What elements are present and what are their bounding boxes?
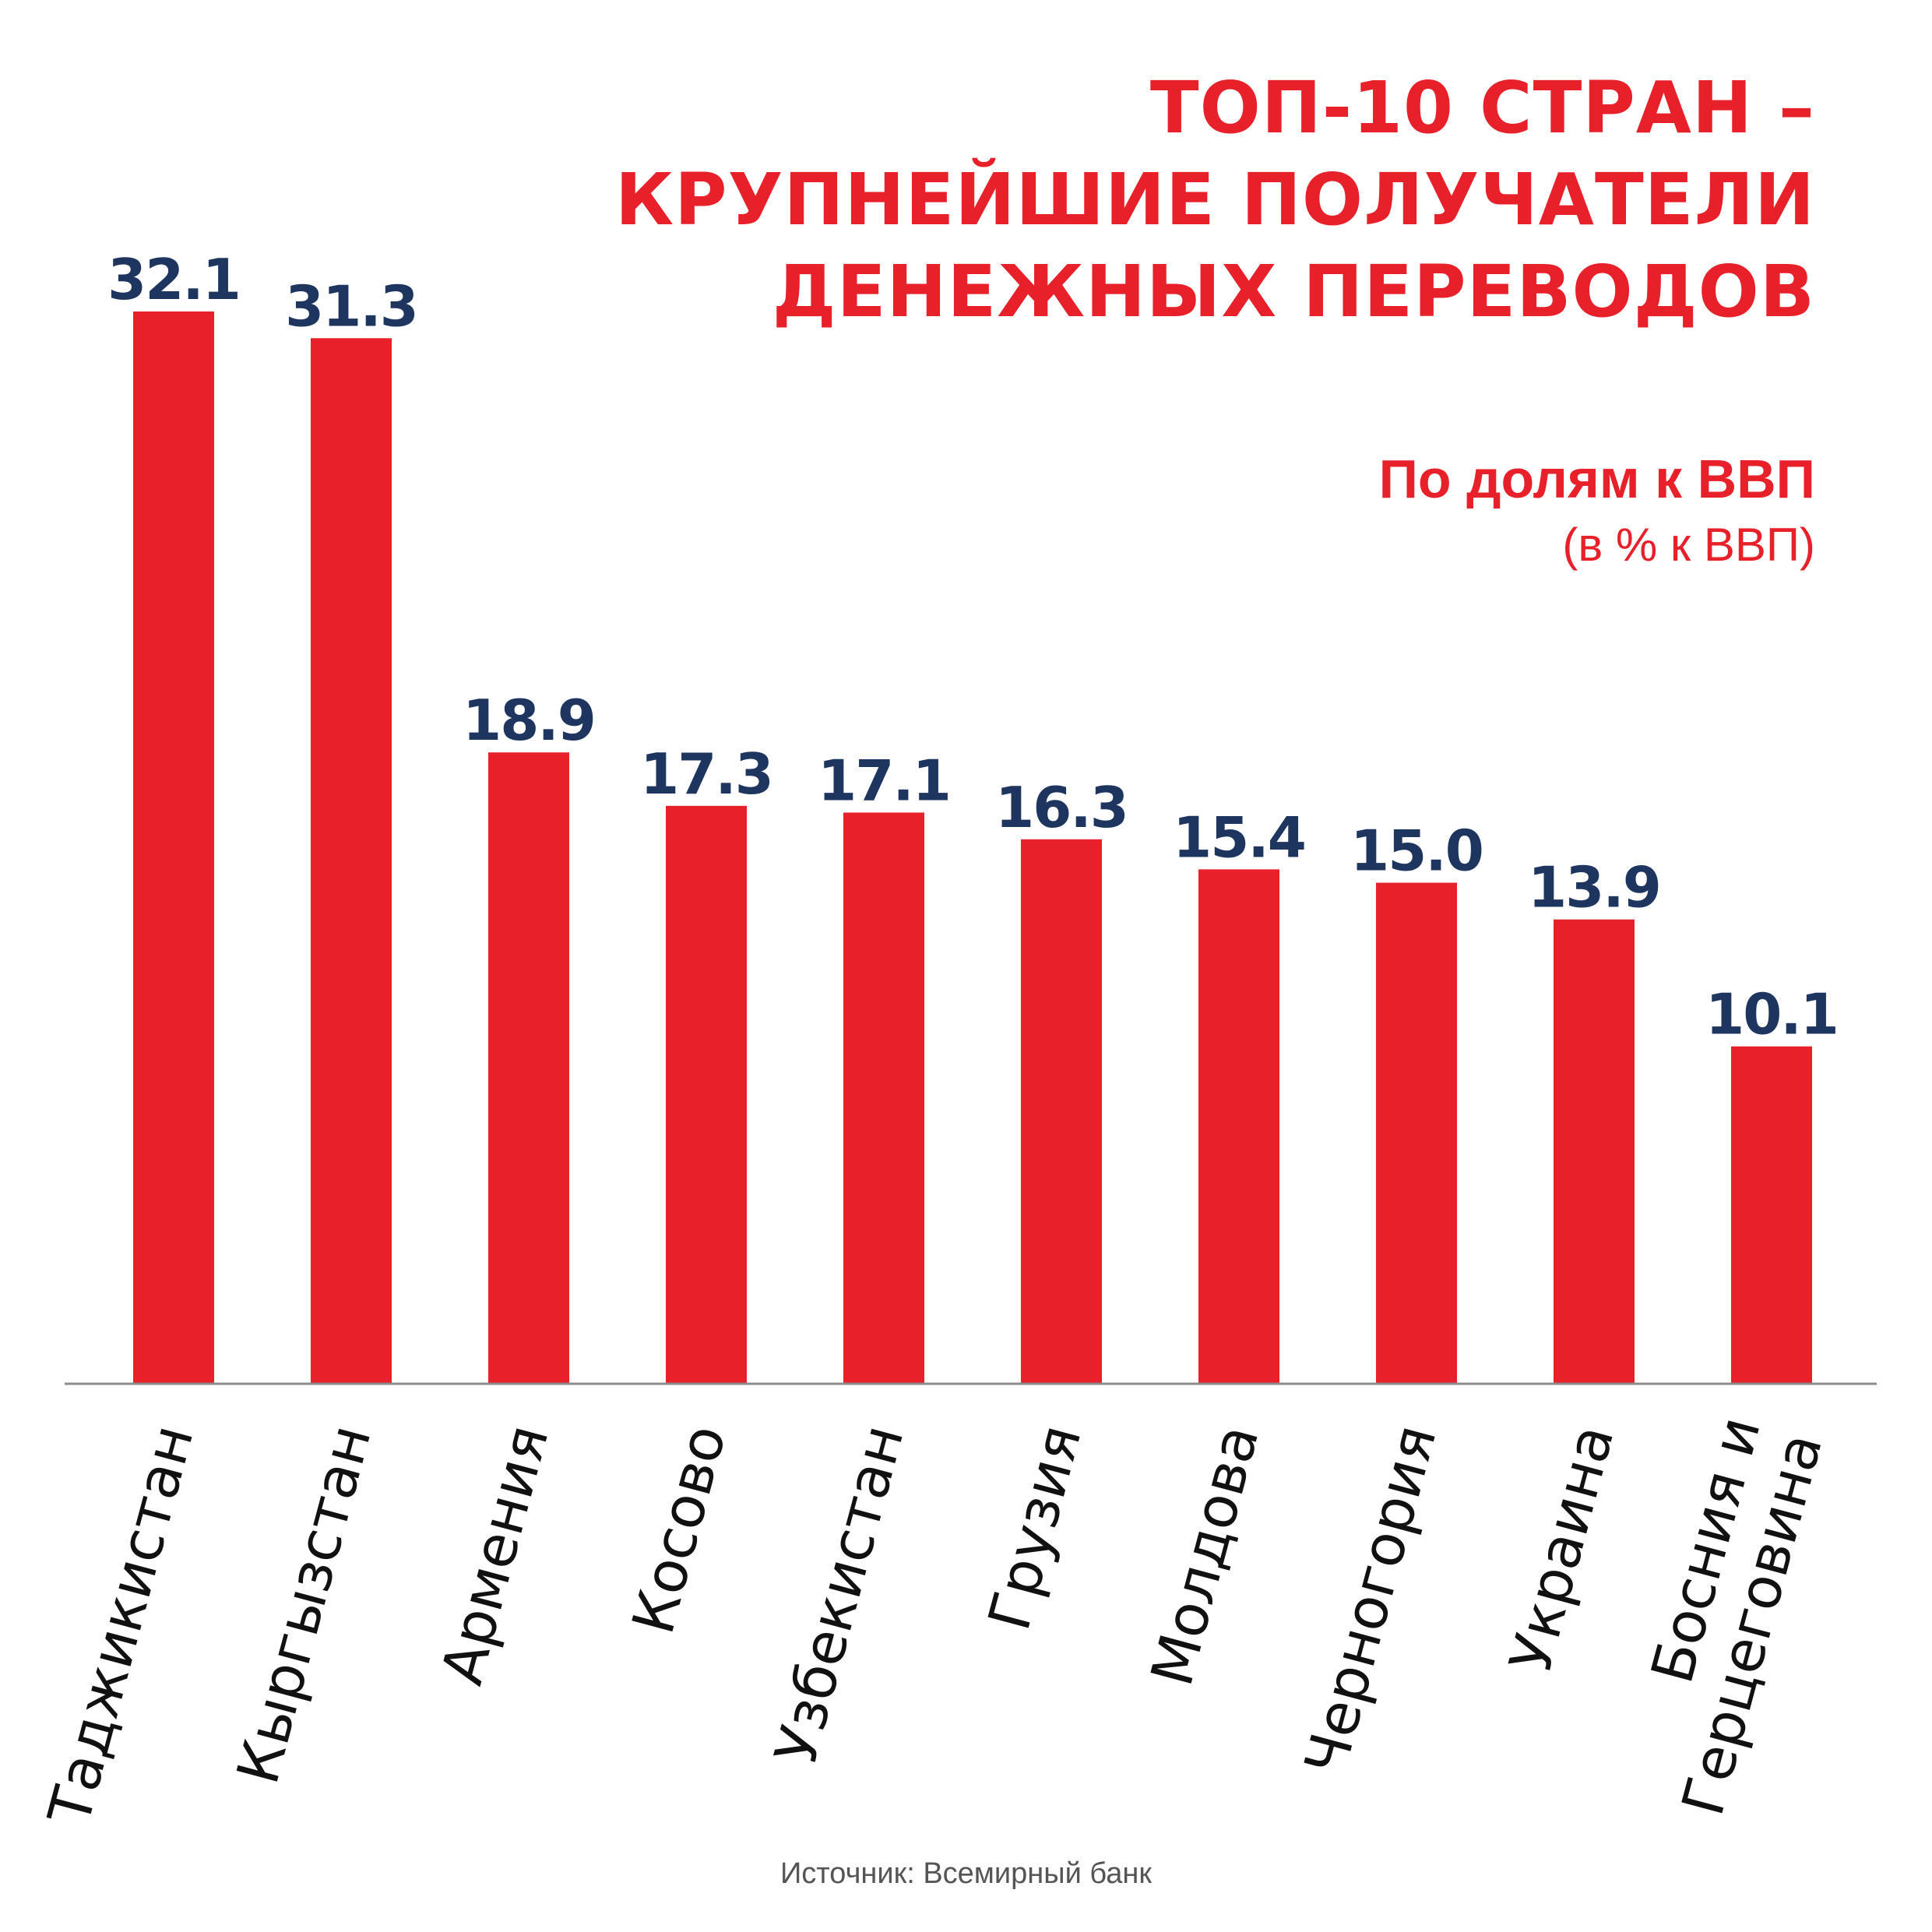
category-label-group: Армения (428, 1418, 561, 1691)
data-label: 31.3 (285, 273, 417, 339)
category-label: Украина (1497, 1418, 1628, 1679)
data-label: 16.3 (995, 775, 1128, 840)
bar (133, 311, 214, 1384)
bar (1198, 869, 1279, 1384)
category-label-group: Украина (1497, 1418, 1628, 1679)
category-label: Молдова (1138, 1418, 1272, 1692)
bar (488, 752, 569, 1384)
category-label-group: Таджикистан (36, 1418, 207, 1832)
category-label: Узбекистан (762, 1418, 917, 1771)
data-label: 13.9 (1528, 855, 1660, 920)
category-label: Грузия (976, 1418, 1094, 1637)
category-label-group: Узбекистан (762, 1418, 917, 1771)
data-label: 15.0 (1350, 818, 1483, 884)
category-label-group: Черногория (1292, 1418, 1449, 1782)
bar (1021, 839, 1102, 1384)
source-note: Источник: Всемирный банк (779, 1857, 1153, 1890)
bar (843, 812, 924, 1384)
bar (1554, 919, 1635, 1384)
bar (666, 805, 747, 1384)
category-label: Армения (428, 1418, 561, 1691)
category-label-group: Молдова (1138, 1418, 1272, 1692)
bar (1731, 1046, 1812, 1384)
category-label: Кыргызстан (224, 1418, 384, 1790)
data-label: 17.1 (818, 748, 950, 813)
category-label-group: Грузия (976, 1418, 1094, 1637)
data-label: 17.3 (640, 741, 772, 807)
bar (311, 338, 392, 1384)
category-label-group: Кыргызстан (224, 1418, 384, 1790)
category-label: Таджикистан (36, 1418, 207, 1832)
chart-unit-label: (в % к ВВП) (1562, 519, 1815, 571)
bar (1376, 882, 1457, 1384)
data-label: 10.1 (1705, 982, 1838, 1047)
chart-title-line-1: ТОП-10 СТРАН – (1149, 66, 1815, 150)
data-label: 15.4 (1173, 804, 1305, 870)
category-label: Черногория (1292, 1418, 1449, 1782)
chart-subtitle: По долям к ВВП (1378, 449, 1815, 509)
chart-title-line-2: КРУПНЕЙШИЕ ПОЛУЧАТЕЛИ (614, 158, 1815, 241)
data-label: 18.9 (463, 688, 595, 753)
category-label-group: Косово (620, 1418, 740, 1641)
chart-title-line-3: ДЕНЕЖНЫХ ПЕРЕВОДОВ (772, 250, 1815, 333)
category-label: Косово (620, 1418, 740, 1641)
data-label: 32.1 (107, 247, 240, 312)
chart-title: ТОП-10 СТРАН – КРУПНЕЙШИЕ ПОЛУЧАТЕЛИ ДЕН… (413, 62, 1815, 338)
